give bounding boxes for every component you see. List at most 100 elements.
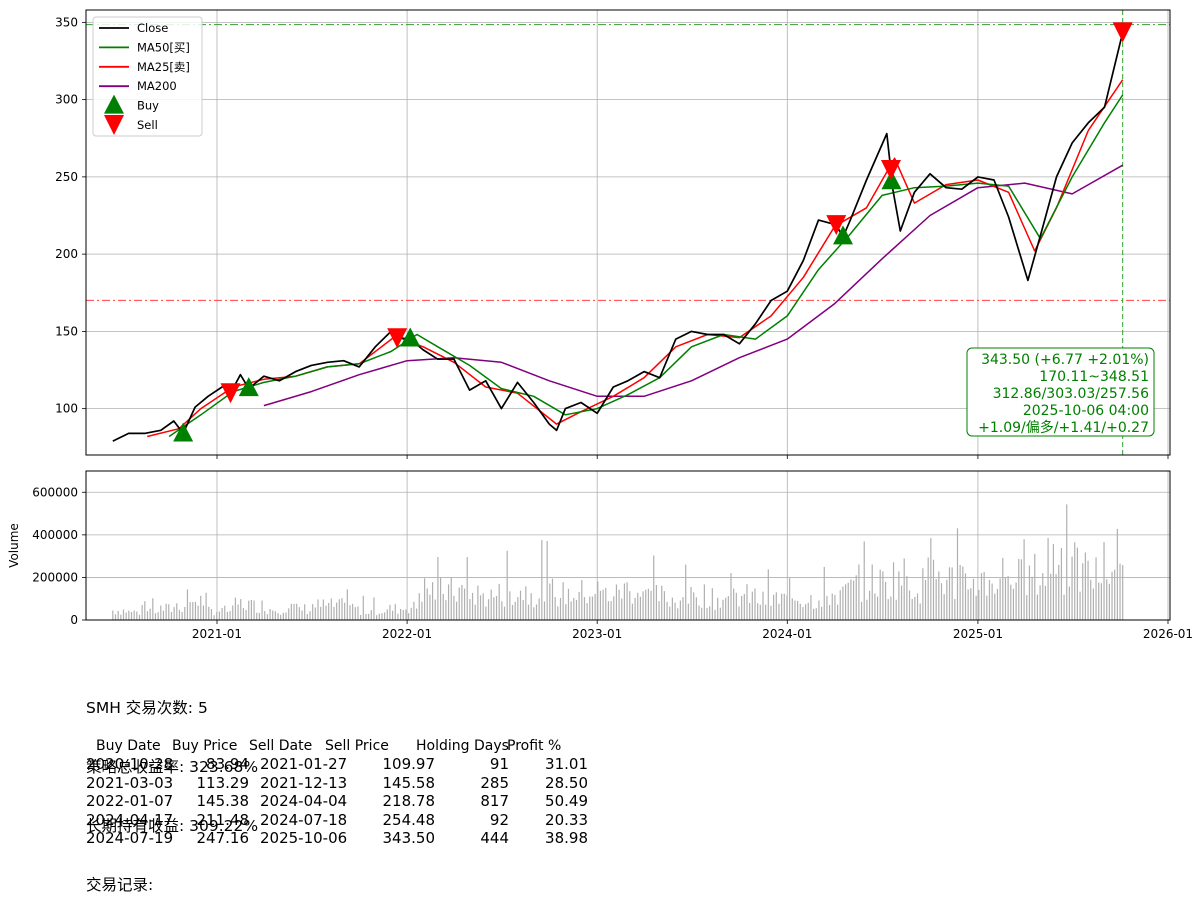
volume-bar bbox=[487, 599, 490, 620]
volume-bar bbox=[346, 589, 348, 620]
header-sell-price: Sell Price bbox=[325, 738, 389, 754]
volume-bar bbox=[671, 597, 673, 620]
volume-bar bbox=[1116, 528, 1118, 620]
trade-cell-holding-days: 91 bbox=[489, 755, 509, 774]
volume-bar bbox=[146, 611, 149, 620]
volume-bar bbox=[722, 599, 724, 620]
volume-bar bbox=[237, 604, 239, 620]
legend-sell-label: Sell bbox=[137, 118, 158, 132]
volume-bar bbox=[898, 571, 900, 620]
volume-bar bbox=[690, 586, 692, 620]
volume-bar bbox=[304, 604, 306, 620]
volume-bar bbox=[434, 599, 436, 620]
volume-bar bbox=[290, 603, 292, 620]
volume-bar bbox=[586, 603, 588, 620]
volume-bar bbox=[264, 611, 266, 620]
volume-bar bbox=[344, 602, 346, 620]
volume-bar bbox=[711, 588, 713, 620]
volume-bar bbox=[1018, 558, 1020, 620]
volume-bar bbox=[948, 567, 951, 620]
volume-bar bbox=[685, 564, 687, 620]
y-tick-label: 200 bbox=[55, 247, 78, 261]
volume-bar bbox=[954, 599, 956, 620]
y-tick-label: 100 bbox=[55, 402, 78, 416]
volume-bar bbox=[1015, 582, 1017, 620]
sell-marker bbox=[826, 215, 847, 236]
trade-cell-buy-date: 2020-10-28 bbox=[86, 755, 174, 774]
volume-bar bbox=[1106, 579, 1108, 620]
price-panel: 100 150 200 250 300 350 Close MA50[买] MA25[卖] MA2… bbox=[55, 9, 1171, 459]
volume-bar bbox=[1082, 563, 1084, 620]
trade-cell-buy-date: 2024-07-19 bbox=[86, 828, 174, 847]
volume-bar bbox=[882, 571, 884, 620]
volume-bar bbox=[186, 589, 189, 620]
volume-bar bbox=[927, 557, 929, 620]
volume-bar bbox=[360, 615, 362, 620]
volume-bar bbox=[639, 596, 642, 620]
volume-bar bbox=[836, 604, 839, 620]
y-tick-label: 150 bbox=[55, 324, 78, 338]
price-grid bbox=[86, 10, 1170, 455]
volume-bar bbox=[253, 600, 255, 620]
volume-bar bbox=[1026, 595, 1028, 620]
volume-bar bbox=[461, 584, 463, 620]
header-buy-date: Buy Date bbox=[96, 738, 161, 754]
volume-bar bbox=[1068, 586, 1070, 620]
volume-bar bbox=[583, 597, 586, 620]
volume-bar bbox=[645, 589, 647, 620]
header-profit: Profit % bbox=[507, 738, 562, 754]
volume-bar bbox=[1028, 565, 1031, 620]
volume-bar bbox=[543, 601, 546, 620]
volume-bar bbox=[706, 607, 708, 620]
volume-bar bbox=[469, 598, 471, 620]
volume-bar bbox=[887, 599, 889, 620]
trade-cell-sell-date: 2024-04-04 bbox=[260, 792, 348, 811]
volume-bar bbox=[503, 606, 506, 620]
volume-bar bbox=[471, 592, 474, 620]
volume-bar bbox=[1098, 582, 1100, 620]
volume-bar bbox=[815, 608, 817, 620]
trade-cell-sell-date: 2025-10-06 bbox=[260, 828, 348, 847]
volume-bar bbox=[1084, 552, 1086, 620]
annotation-price: 343.50 (+6.77 +2.01%) bbox=[981, 352, 1149, 368]
volume-bar bbox=[453, 595, 455, 620]
volume-bar bbox=[431, 582, 434, 620]
volume-bar bbox=[114, 614, 117, 620]
volume-bar bbox=[842, 586, 844, 620]
volume-bar bbox=[354, 607, 356, 620]
volume-bar bbox=[549, 583, 551, 620]
volume-bar bbox=[754, 588, 756, 620]
volume-bar bbox=[789, 578, 791, 620]
volume-bar bbox=[439, 577, 442, 620]
volume-bar bbox=[474, 604, 476, 620]
volume-bar bbox=[725, 597, 727, 620]
volume-bar bbox=[858, 564, 860, 620]
volume-bar bbox=[1058, 564, 1060, 620]
volume-bar bbox=[709, 606, 711, 620]
volume-bar bbox=[906, 576, 908, 620]
volume-bar bbox=[679, 600, 681, 620]
volume-bar bbox=[594, 593, 596, 620]
trade-cell-buy-date: 2022-01-07 bbox=[86, 792, 174, 811]
volume-bar bbox=[325, 605, 327, 620]
volume-bar bbox=[661, 585, 663, 620]
volume-bar bbox=[1100, 583, 1102, 620]
volume-bar bbox=[900, 585, 903, 620]
volume-bar bbox=[607, 601, 610, 620]
volume-bar bbox=[447, 584, 450, 620]
volume-bar bbox=[959, 564, 961, 620]
volume-bar bbox=[813, 608, 815, 620]
volume-bar bbox=[964, 573, 967, 620]
volume-bar bbox=[1036, 594, 1039, 620]
volume-bar bbox=[757, 603, 759, 620]
volume-bar bbox=[274, 611, 276, 620]
y-tick-label: 300 bbox=[55, 93, 78, 107]
volume-bar bbox=[618, 589, 620, 620]
volume-bar bbox=[511, 604, 514, 620]
volume-bar bbox=[733, 588, 735, 620]
volume-bar bbox=[282, 612, 284, 620]
volume-bar bbox=[597, 581, 599, 620]
volume-bar bbox=[160, 605, 162, 620]
volume-bar bbox=[919, 603, 921, 620]
buy-marker bbox=[173, 422, 194, 442]
